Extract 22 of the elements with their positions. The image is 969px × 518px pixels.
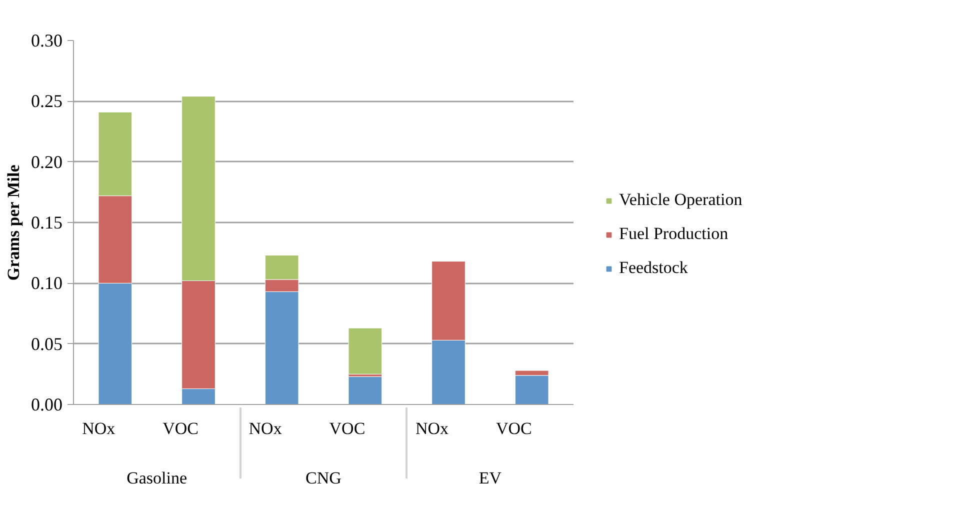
y-tick-label: 0.20 [31, 152, 62, 172]
y-tick-label: 0.15 [31, 212, 62, 232]
category-label: VOC [329, 419, 366, 438]
legend-label: Fuel Production [619, 224, 728, 244]
y-tick-label: 0.05 [31, 334, 62, 354]
bar [348, 376, 382, 404]
category-label: VOC [496, 419, 532, 438]
category-label: NOx [82, 419, 116, 438]
legend-label: Vehicle Operation [619, 190, 742, 210]
y-tick-label: 0.25 [31, 91, 62, 112]
category-label: NOx [415, 419, 449, 438]
y-tick-label: 0.00 [31, 394, 62, 414]
bar [348, 328, 382, 374]
category-label: Gasoline [126, 468, 188, 488]
y-tick-label: 0.10 [31, 273, 62, 294]
category-label: EV [478, 468, 502, 488]
y-axis-title: Grams per Mile [4, 164, 23, 281]
y-tick-label: 0.30 [31, 30, 62, 50]
category-label: VOC [162, 419, 199, 438]
category-label: NOx [248, 419, 282, 438]
legend-label: Feedstock [619, 258, 688, 278]
category-label: CNG [306, 468, 342, 488]
